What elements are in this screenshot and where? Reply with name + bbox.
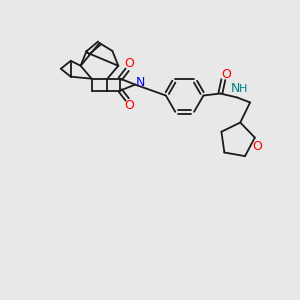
Text: N: N: [135, 76, 145, 89]
Text: N: N: [230, 82, 240, 95]
Text: O: O: [252, 140, 262, 153]
Text: O: O: [221, 68, 231, 81]
Text: O: O: [124, 99, 134, 112]
Text: H: H: [239, 84, 247, 94]
Text: O: O: [124, 57, 134, 70]
